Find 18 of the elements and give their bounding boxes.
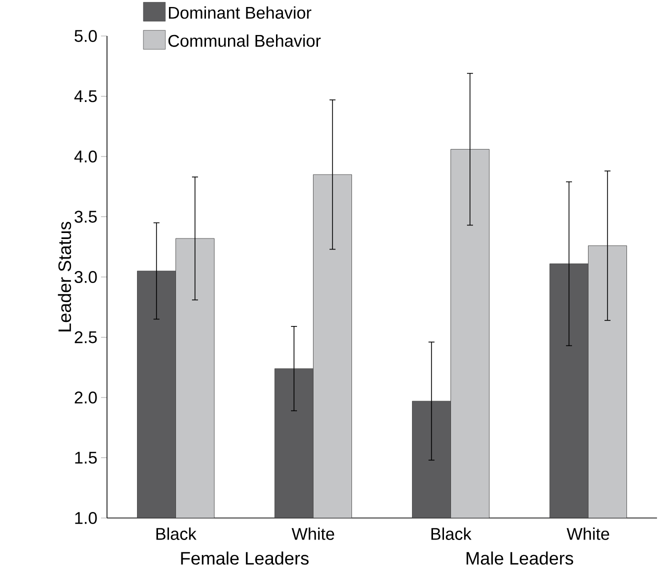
y-tick-label: 1.5 xyxy=(75,452,97,464)
y-tick-label: 4.0 xyxy=(74,150,97,162)
y-tick-label: 2.0 xyxy=(74,392,97,404)
x-tick-label: Black xyxy=(431,528,472,540)
y-tick-label: 2.5 xyxy=(74,331,97,344)
text: Female Leaders xyxy=(181,552,309,565)
y-tick-label: 1.0 xyxy=(75,512,97,524)
y-tick-label: 5.0 xyxy=(74,30,97,42)
x-tick-label: White xyxy=(566,528,610,540)
y-tick-label: 3.5 xyxy=(74,210,97,223)
y-tick-label: 4.5 xyxy=(74,90,97,102)
legend-label: Communal Behavior xyxy=(168,34,321,47)
legend-label: Dominant Behavior xyxy=(168,6,312,19)
x-tick-label: Black xyxy=(156,528,196,540)
text: Male Leaders xyxy=(466,552,574,565)
y-tick-label: 3.0 xyxy=(74,271,97,283)
y-axis-title: Leader Status xyxy=(58,222,72,332)
x-tick-label: White xyxy=(292,528,334,540)
